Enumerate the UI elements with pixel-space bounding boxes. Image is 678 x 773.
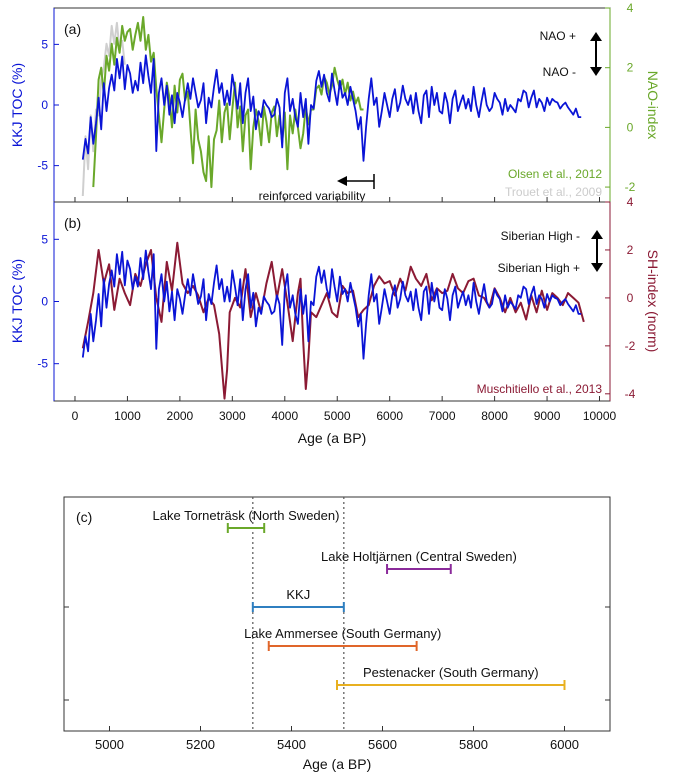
range-label: Pestenacker (South Germany) [363,665,539,680]
panel-a: -5 0 5 -2 0 2 4 (a) KKJ TOC (%) NAO-index NAO … [9,1,661,203]
panel-ab-x-tick-label: 10000 [583,409,617,423]
panel-b-left-tick-label: 5 [41,232,48,246]
kkj-toc-series-b [81,249,582,360]
panel-a-right-tick-label: 0 [627,120,634,134]
panel-ab-xlabel: Age (a BP) [298,430,366,446]
panel-b-right-tick-label: 2 [627,243,634,257]
source-olsen: Olsen et al., 2012 [508,167,602,181]
arrow-label: reinforced variability [259,189,366,203]
panel-c-x-tick-label: 6000 [550,737,579,752]
panel-b-left-tick-label: 0 [41,295,48,309]
panel-b-right-tick-label: 4 [627,195,634,209]
panel-ab-x-tick-label: 7000 [429,409,456,423]
panel-a-right-tick-label: 2 [627,61,634,75]
panel-ab-x-tick-label: 5000 [324,409,351,423]
panel-ab-x-axis: 0 1000 2000 3000 4000 5000 6000 7000 8000 9000 100… [72,396,617,423]
panel-a-right-tick-label: 4 [627,1,634,15]
panel-a-right-tick-label: -2 [625,180,636,194]
annotation-sh-plus: Siberian High + [498,261,580,275]
panel-a-ticks: -5 0 5 -2 0 2 4 [37,1,636,202]
olsen-nao-series [92,16,364,189]
panel-a-label: (a) [64,21,81,37]
panel-a-data [81,16,582,197]
panel-b-data [81,241,585,400]
source-muschitiello: Muschitiello et al., 2013 [477,382,603,396]
panel-c-ticks: 5000 5200 5400 5600 5800 6000 [64,606,610,752]
panel-a-ylabel-right: NAO-index [645,71,661,139]
panel-b-ylabel-left: KKJ TOC (%) [9,259,25,343]
panel-b-right-tick-label: -2 [625,339,636,353]
panel-ab-x-tick-label: 1000 [114,409,141,423]
panel-c: Lake Torneträsk (North Sweden) Lake Holtj… [63,496,611,772]
panel-b-right-tick-label: -4 [625,387,636,401]
panel-ab-x-tick-label: 8000 [481,409,508,423]
panel-c-x-tick-label: 5200 [186,737,215,752]
panel-a-left-tick-label: -5 [37,159,48,173]
annotation-nao-minus: NAO - [543,65,576,79]
panel-ab-x-tick-label: 9000 [534,409,561,423]
panel-c-frame [63,496,611,732]
panel-b-ticks: -5 0 5 -4 -2 0 2 4 [37,195,635,401]
range-label: KKJ [286,587,310,602]
reinforced-variability-arrow-icon [337,174,375,189]
panel-ab-x-tick-label: 4000 [271,409,298,423]
range-label: Lake Holtjärnen (Central Sweden) [321,549,517,564]
panel-b-right-tick-label: 0 [627,291,634,305]
panel-a-left-tick-label: 0 [41,98,48,112]
panel-ab-x-tick-label: 0 [72,409,79,423]
sh-double-arrow-icon [591,230,603,272]
panel-c-x-tick-label: 5400 [277,737,306,752]
panel-ab-x-tick-label: 2000 [167,409,194,423]
panel-b-ylabel-right: SH-index (norm) [645,250,661,353]
panel-c-xlabel: Age (a BP) [303,756,371,772]
panel-b: -5 0 5 -4 -2 0 2 4 (b) KKJ TOC (%) SH-index (no… [9,195,661,446]
panel-c-x-tick-label: 5000 [95,737,124,752]
annotation-sh-minus: Siberian High - [501,229,580,243]
annotation-nao-plus: NAO + [540,29,576,43]
range-label: Lake Ammersee (South Germany) [244,626,441,641]
range-label: Lake Torneträsk (North Sweden) [153,508,340,523]
nao-double-arrow-icon [590,32,602,76]
panel-b-left-tick-label: -5 [37,357,48,371]
panel-c-x-tick-label: 5800 [459,737,488,752]
source-trouet: Trouet et al., 2009 [505,185,602,199]
kkj-toc-series-a [81,54,582,162]
panel-a-left-tick-label: 5 [41,37,48,51]
panel-ab-x-tick-label: 6000 [376,409,403,423]
panel-c-data: Lake Torneträsk (North Sweden) Lake Holtj… [153,497,566,731]
panel-c-label: (c) [76,509,92,525]
panel-a-ylabel-left: KKJ TOC (%) [9,63,25,147]
panel-c-x-tick-label: 5600 [368,737,397,752]
panel-ab-x-tick-label: 3000 [219,409,246,423]
panel-b-label: (b) [64,215,81,231]
